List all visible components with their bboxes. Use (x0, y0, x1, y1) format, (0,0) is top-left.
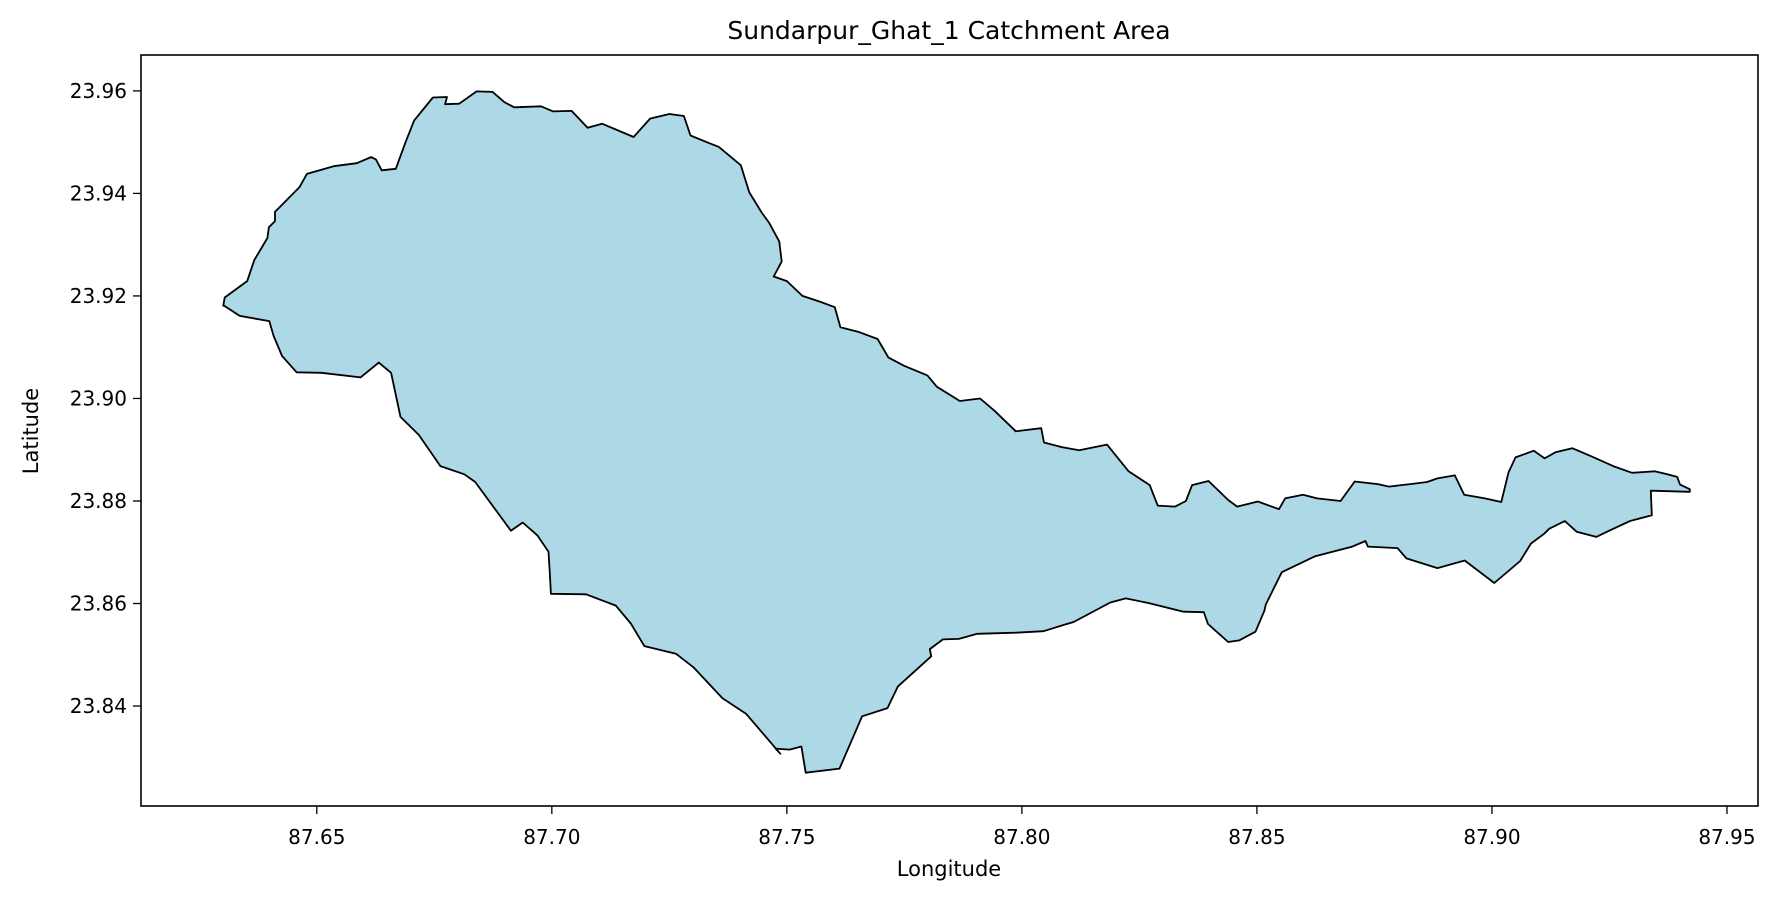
y-tick-label: 23.86 (70, 592, 127, 616)
y-tick-label: 23.92 (70, 284, 127, 308)
y-tick: 23.94 (70, 181, 141, 205)
x-tick-label: 87.70 (523, 825, 580, 849)
y-tick-label: 23.88 (70, 489, 127, 513)
y-tick-label: 23.94 (70, 181, 127, 205)
x-tick-label: 87.75 (758, 825, 815, 849)
x-tick-label: 87.90 (1463, 825, 1520, 849)
y-axis-label: Latitude (19, 388, 43, 474)
y-tick: 23.92 (70, 284, 141, 308)
y-tick: 23.90 (70, 386, 141, 410)
x-tick: 87.65 (288, 806, 345, 849)
y-tick-label: 23.90 (70, 386, 127, 410)
y-tick: 23.86 (70, 592, 141, 616)
x-tick: 87.70 (523, 806, 580, 849)
x-tick-label: 87.95 (1698, 825, 1755, 849)
plot-frame (140, 54, 1759, 807)
y-tick: 23.88 (70, 489, 141, 513)
x-axis-label: Longitude (897, 857, 1001, 881)
plot-title: Sundarpur_Ghat_1 Catchment Area (727, 16, 1170, 45)
x-tick: 87.85 (1228, 806, 1286, 849)
x-tick: 87.95 (1698, 806, 1756, 849)
x-tick: 87.90 (1463, 806, 1521, 849)
y-tick: 23.84 (70, 694, 141, 718)
y-tick: 23.96 (70, 79, 141, 103)
x-tick-label: 87.80 (993, 825, 1050, 849)
x-tick-label: 87.65 (288, 825, 345, 849)
y-tick-label: 23.84 (70, 694, 127, 718)
y-axis: 23.84 23.86 23.88 23.90 23.92 23.94 (19, 79, 141, 718)
y-tick-label: 23.96 (70, 79, 127, 103)
x-tick-label: 87.85 (1228, 825, 1285, 849)
x-tick: 87.75 (758, 806, 815, 849)
x-tick: 87.80 (993, 806, 1051, 849)
catchment-polygon (222, 90, 1691, 774)
plot-area (140, 54, 1759, 807)
x-axis: 87.65 87.70 87.75 87.80 87.85 87.90 (288, 806, 1756, 881)
